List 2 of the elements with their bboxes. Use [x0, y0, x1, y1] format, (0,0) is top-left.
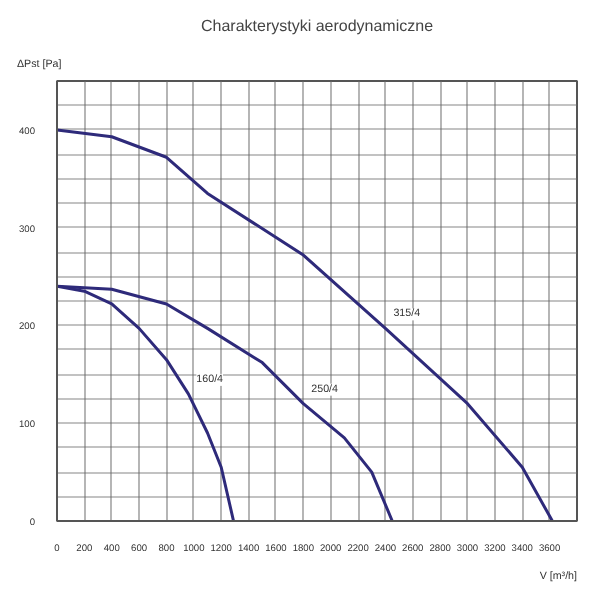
- line-series: [57, 128, 554, 521]
- chart-title: Charakterystyki aerodynamiczne: [200, 17, 435, 35]
